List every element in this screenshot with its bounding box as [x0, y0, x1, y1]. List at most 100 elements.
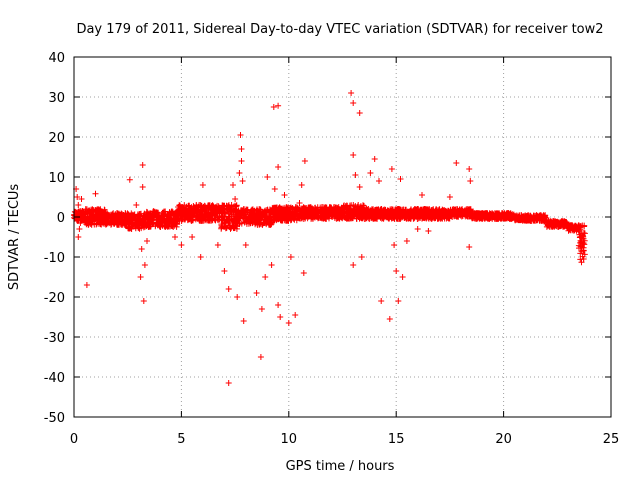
y-tick-label: 0 — [57, 211, 65, 226]
data-point — [378, 298, 385, 304]
data-point — [225, 286, 232, 292]
data-point — [388, 166, 395, 172]
data-point — [350, 100, 357, 106]
data-point — [399, 274, 406, 280]
y-tick-label: 10 — [48, 171, 65, 186]
data-point — [238, 146, 245, 152]
y-axis-label: SDTVAR / TECUs — [7, 184, 22, 291]
data-point — [466, 244, 473, 250]
data-point — [301, 158, 308, 164]
data-point — [356, 184, 363, 190]
data-point — [275, 164, 282, 170]
x-tick-label: 0 — [70, 432, 78, 447]
data-point — [78, 196, 85, 202]
data-point — [419, 192, 425, 198]
plot-border — [73, 56, 612, 418]
y-tick-label: -40 — [44, 371, 65, 386]
data-point — [189, 234, 196, 240]
data-point — [139, 162, 146, 168]
data-point — [356, 110, 363, 116]
data-point — [138, 246, 145, 252]
data-point — [270, 104, 277, 110]
data-point — [264, 174, 271, 180]
data-point — [126, 176, 133, 183]
data-point — [453, 160, 460, 166]
data-point — [358, 254, 365, 260]
data-point — [232, 196, 239, 202]
data-point — [240, 318, 247, 324]
data-point — [281, 192, 288, 198]
data-point — [133, 202, 140, 208]
data-point — [76, 226, 83, 232]
data-point — [140, 298, 147, 304]
y-tick-label: -30 — [44, 331, 65, 346]
data-point — [214, 242, 221, 248]
data-point — [275, 102, 282, 109]
data-point — [285, 320, 292, 326]
data-point — [348, 90, 355, 96]
data-point — [262, 274, 269, 280]
data-point — [238, 158, 245, 164]
grid-lines — [74, 57, 611, 417]
dense-band-markers — [71, 202, 588, 266]
data-point — [376, 178, 382, 184]
data-point — [139, 184, 146, 190]
data-point — [230, 182, 236, 188]
data-point — [296, 200, 303, 206]
data-point — [199, 182, 206, 188]
x-tick-label: 15 — [388, 432, 405, 447]
data-point — [221, 268, 228, 274]
x-axis-label: GPS time / hours — [286, 459, 395, 474]
data-point — [271, 186, 278, 192]
data-point — [77, 220, 84, 226]
data-point — [350, 262, 357, 268]
data-point — [414, 226, 421, 232]
x-tick-label: 10 — [281, 432, 298, 447]
data-point — [75, 202, 82, 208]
data-point — [197, 254, 204, 260]
x-tick-label: 25 — [603, 432, 620, 447]
data-point — [137, 274, 144, 280]
data-point — [239, 178, 246, 184]
data-point — [403, 238, 410, 244]
data-point — [257, 354, 264, 360]
data-point — [352, 172, 359, 178]
data-point — [144, 238, 150, 244]
data-points — [73, 90, 474, 386]
data-point — [467, 178, 474, 184]
data-point — [425, 228, 432, 234]
data-point — [371, 156, 378, 162]
data-point — [367, 170, 374, 176]
data-point — [466, 166, 473, 172]
chart-title: Day 179 of 2011, Sidereal Day-to-day VTE… — [76, 22, 603, 37]
data-point — [141, 262, 148, 268]
data-point — [234, 294, 241, 300]
data-point — [172, 234, 178, 240]
data-point — [83, 282, 90, 288]
data-point — [391, 242, 398, 248]
y-tick-label: 30 — [48, 91, 65, 106]
data-point — [253, 290, 260, 296]
data-point — [268, 262, 275, 268]
data-point — [236, 170, 243, 176]
y-tick-label: 20 — [48, 131, 65, 146]
data-point — [277, 314, 284, 320]
data-point — [258, 306, 265, 312]
data-point — [237, 132, 244, 138]
data-point — [275, 302, 282, 308]
data-point — [393, 268, 400, 274]
x-tick-label: 5 — [177, 432, 185, 447]
data-point — [395, 298, 402, 304]
data-point — [397, 176, 404, 182]
data-point — [92, 190, 99, 197]
y-tick-label: -10 — [44, 251, 65, 266]
y-tick-label: -50 — [44, 411, 65, 426]
data-point — [74, 194, 81, 200]
data-point — [178, 242, 185, 248]
x-tick-label: 20 — [495, 432, 512, 447]
data-point — [242, 242, 249, 248]
data-point — [225, 380, 232, 386]
data-point — [446, 194, 453, 200]
data-point — [386, 316, 393, 322]
